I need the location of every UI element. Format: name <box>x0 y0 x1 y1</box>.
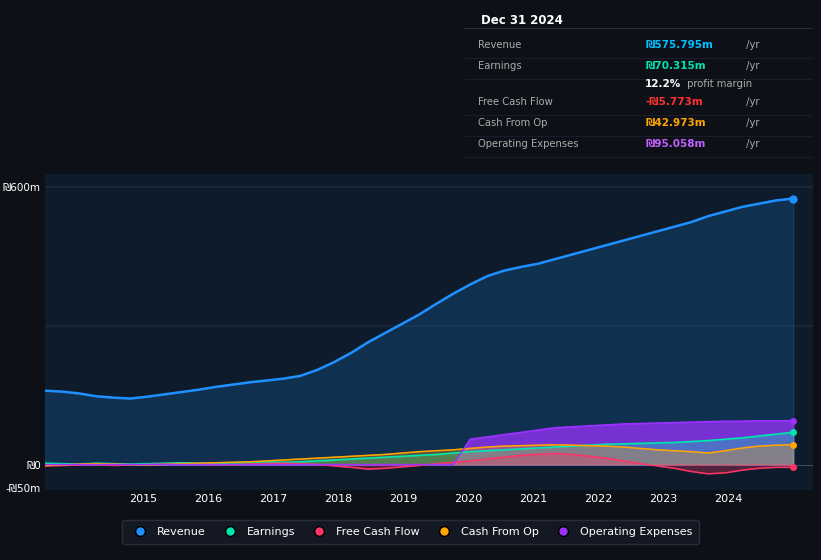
Text: /yr: /yr <box>743 40 759 49</box>
Text: /yr: /yr <box>743 60 759 71</box>
Legend: Revenue, Earnings, Free Cash Flow, Cash From Op, Operating Expenses: Revenue, Earnings, Free Cash Flow, Cash … <box>122 520 699 544</box>
Text: Earnings: Earnings <box>478 60 521 71</box>
Text: Cash From Op: Cash From Op <box>478 118 548 128</box>
Text: ₪575.795m: ₪575.795m <box>645 40 713 49</box>
Text: /yr: /yr <box>743 96 759 106</box>
Text: profit margin: profit margin <box>684 78 752 88</box>
Text: ₪95.058m: ₪95.058m <box>645 138 706 148</box>
Text: /yr: /yr <box>743 138 759 148</box>
Text: ₪70.315m: ₪70.315m <box>645 60 706 71</box>
Text: Free Cash Flow: Free Cash Flow <box>478 96 553 106</box>
Text: Operating Expenses: Operating Expenses <box>478 138 578 148</box>
Text: Revenue: Revenue <box>478 40 521 49</box>
Text: 12.2%: 12.2% <box>645 78 681 88</box>
Text: Dec 31 2024: Dec 31 2024 <box>481 14 563 27</box>
Text: /yr: /yr <box>743 118 759 128</box>
Text: ₪42.973m: ₪42.973m <box>645 118 706 128</box>
Text: -₪5.773m: -₪5.773m <box>645 96 703 106</box>
